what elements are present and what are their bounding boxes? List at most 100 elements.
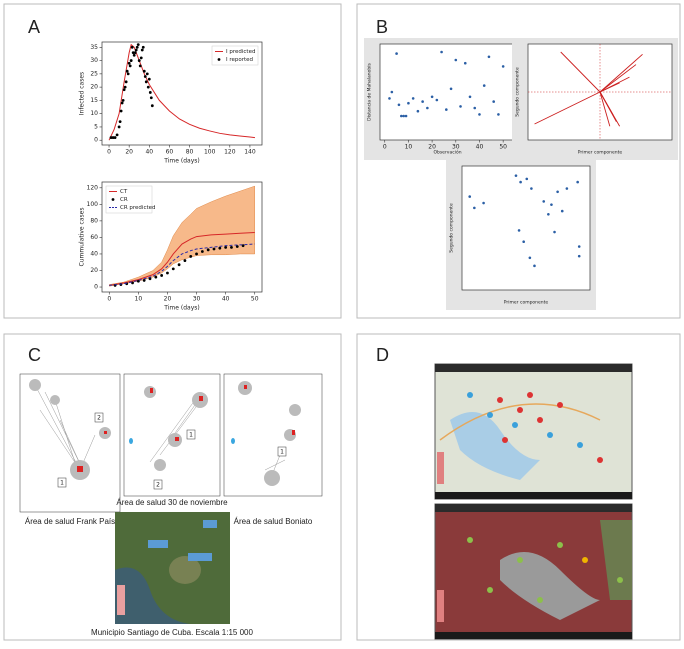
data-point xyxy=(129,64,132,67)
y-tick-label: 100 xyxy=(87,201,99,208)
data-point xyxy=(123,88,126,91)
data-point xyxy=(119,120,122,123)
x-tick-label: 50 xyxy=(251,296,259,303)
legend-label: CR xyxy=(120,197,128,203)
data-point xyxy=(150,96,153,99)
network-diagrams xyxy=(20,374,322,512)
data-point xyxy=(473,207,476,210)
data-point xyxy=(137,43,140,46)
data-point xyxy=(122,99,125,102)
y-tick-label: 25 xyxy=(90,70,98,77)
network-label: 1 xyxy=(280,449,284,456)
panel-label: C xyxy=(28,345,41,365)
y-tick-label: 15 xyxy=(90,97,98,104)
data-point xyxy=(130,59,133,62)
axes-frame xyxy=(462,166,590,290)
x-tick-label: 20 xyxy=(125,149,133,156)
data-point xyxy=(143,70,146,73)
data-point xyxy=(400,115,403,118)
data-point xyxy=(522,240,525,243)
network-label: 2 xyxy=(97,415,101,422)
data-point xyxy=(421,100,424,103)
data-point xyxy=(230,246,233,249)
data-point xyxy=(436,99,439,102)
legend-marker xyxy=(218,58,221,61)
data-point xyxy=(160,274,163,277)
data-point xyxy=(488,56,491,59)
y-tick-label: 0 xyxy=(94,137,98,144)
data-point xyxy=(445,108,448,111)
x-tick-label: 100 xyxy=(204,149,216,156)
y-tick-label: 10 xyxy=(90,110,98,117)
x-tick-label: 30 xyxy=(193,296,201,303)
data-point xyxy=(178,263,181,266)
x-tick-label: 40 xyxy=(222,296,230,303)
data-point xyxy=(172,267,175,270)
y-tick-label: 30 xyxy=(90,57,98,64)
data-point xyxy=(120,110,123,113)
data-point xyxy=(147,86,150,89)
data-point xyxy=(145,80,148,83)
legend-marker xyxy=(112,198,115,201)
data-point xyxy=(478,113,481,116)
data-point xyxy=(201,250,204,253)
x-axis-label: Time (days) xyxy=(163,158,199,165)
data-point xyxy=(207,248,210,251)
caption: Área de salud Boniato xyxy=(234,517,313,526)
data-point xyxy=(189,255,192,258)
axes-frame xyxy=(380,44,515,140)
data-point xyxy=(125,80,128,83)
data-point xyxy=(519,181,522,184)
data-point xyxy=(141,49,144,52)
data-point xyxy=(121,102,124,105)
y-tick-label: 120 xyxy=(87,184,99,191)
legend-label: I reported xyxy=(226,57,253,63)
legend-label: CT xyxy=(120,189,128,195)
data-point xyxy=(578,255,581,258)
data-point xyxy=(468,195,471,198)
network-label: 1 xyxy=(60,480,64,487)
y-axis-label: Segundo componente xyxy=(515,67,521,117)
data-point xyxy=(525,178,528,181)
data-point xyxy=(144,75,147,78)
network-label: 1 xyxy=(189,432,193,439)
data-point xyxy=(450,88,453,91)
data-point xyxy=(440,51,443,54)
x-tick-label: 50 xyxy=(499,144,507,151)
data-point xyxy=(464,62,467,65)
data-point xyxy=(417,110,420,113)
data-point xyxy=(154,276,157,279)
data-point xyxy=(530,187,533,190)
data-point xyxy=(469,96,472,99)
y-tick-label: 60 xyxy=(90,234,98,241)
data-point xyxy=(412,97,415,100)
y-tick-label: 20 xyxy=(90,84,98,91)
data-point xyxy=(483,84,486,87)
x-axis-label: Primer componente xyxy=(504,300,549,306)
data-point xyxy=(542,200,545,203)
data-point xyxy=(407,102,410,105)
data-point xyxy=(497,113,500,116)
data-point xyxy=(547,213,550,216)
data-point xyxy=(138,59,141,62)
data-point xyxy=(553,231,556,234)
panel-label: A xyxy=(28,17,40,37)
data-point xyxy=(405,115,408,118)
data-point xyxy=(576,181,579,184)
data-point xyxy=(218,247,221,250)
data-point xyxy=(195,253,198,256)
x-tick-label: 20 xyxy=(164,296,172,303)
y-axis-label: Distancia de Mahalanobis xyxy=(367,62,373,120)
data-point xyxy=(135,49,138,52)
satellite-map xyxy=(115,512,230,624)
data-point xyxy=(136,46,139,49)
legend-label: I predicted xyxy=(226,49,255,55)
data-point xyxy=(566,187,569,190)
data-point xyxy=(116,134,119,137)
y-axis-label: Segundo componente xyxy=(449,203,455,253)
data-point xyxy=(550,203,553,206)
data-point xyxy=(131,46,134,49)
legend-label: CR predicted xyxy=(120,205,156,211)
caption: Municipio Santiago de Cuba. Escala 1:15 … xyxy=(91,628,253,637)
data-point xyxy=(473,107,476,110)
